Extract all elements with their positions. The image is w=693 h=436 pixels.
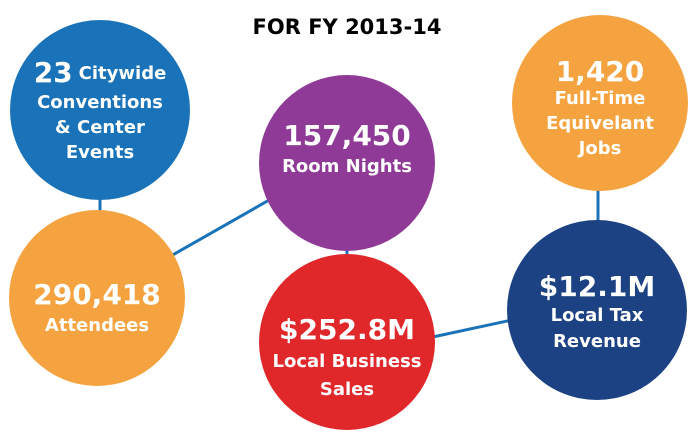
node-label: Equivelant [546, 113, 654, 134]
node-label: Revenue [553, 331, 641, 352]
node-label: Attendees [45, 315, 149, 336]
node-label: Jobs [577, 138, 622, 159]
node-circle [259, 254, 435, 430]
connector [154, 193, 279, 267]
node-label: Local Tax [551, 305, 644, 326]
node-label: Full-Time [555, 88, 646, 109]
node-label: & Center [55, 117, 145, 138]
node-label: Local Business [273, 351, 422, 372]
title: FOR FY 2013-14 [253, 15, 442, 39]
node-value: 23 [34, 56, 73, 89]
node-label: Citywide [79, 63, 167, 84]
node-label: Room Nights [282, 156, 412, 177]
node-label: Sales [320, 379, 374, 400]
node-value: $252.8M [279, 313, 415, 346]
node-circle [9, 210, 185, 386]
node-value: 1,420 [556, 55, 645, 88]
node-headline: 23 Citywide [34, 56, 167, 89]
node-label: Events [66, 142, 134, 163]
connector [427, 318, 513, 340]
node-value: $12.1M [539, 270, 655, 303]
node-circle [259, 75, 435, 251]
node-label: Conventions [37, 92, 163, 113]
node-circle [512, 15, 688, 191]
node-circle [10, 20, 190, 200]
node-circle [507, 220, 687, 400]
node-value: 157,450 [283, 119, 411, 152]
node-value: 290,418 [33, 278, 161, 311]
